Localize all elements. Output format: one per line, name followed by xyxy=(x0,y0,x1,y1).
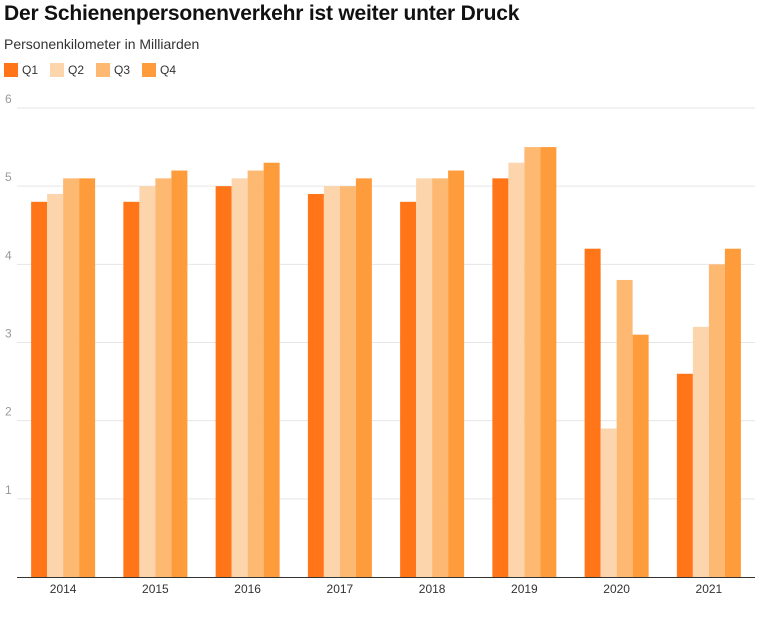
bar-2018-q2 xyxy=(416,178,433,577)
bar-2017-q1 xyxy=(307,193,324,577)
bar-2021-q1 xyxy=(676,373,693,577)
y-tick-label-1: 1 xyxy=(5,483,12,497)
legend-label-q3: Q3 xyxy=(114,63,131,77)
x-tick-label-2017: 2017 xyxy=(327,582,354,596)
x-tick-label-2015: 2015 xyxy=(142,582,169,596)
bar-2014-q4 xyxy=(79,178,96,577)
legend-item-q3: Q3 xyxy=(96,63,130,77)
legend-label-q2: Q2 xyxy=(68,63,85,77)
x-tick-label-2016: 2016 xyxy=(234,582,261,596)
y-tick-label-4: 4 xyxy=(5,248,12,262)
bar-2017-q4 xyxy=(355,178,372,577)
legend-swatch-q1 xyxy=(4,63,18,77)
bar-2021-q2 xyxy=(692,326,709,577)
bar-2018-q3 xyxy=(432,178,449,577)
bar-2016-q2 xyxy=(231,178,248,577)
x-tick-label-2018: 2018 xyxy=(419,582,446,596)
chart-title: Der Schienenpersonenverkehr ist weiter u… xyxy=(4,2,520,25)
bar-2017-q3 xyxy=(339,186,356,577)
bar-2014-q2 xyxy=(47,193,64,577)
y-tick-label-3: 3 xyxy=(5,327,12,341)
bar-2019-q4 xyxy=(540,147,557,578)
bar-2020-q1 xyxy=(584,248,601,577)
legend-swatch-q2 xyxy=(50,63,65,77)
bar-2015-q2 xyxy=(139,186,156,577)
bar-2019-q2 xyxy=(508,162,525,577)
y-axis-ticks: 1 2 3 4 5 6 xyxy=(5,92,12,497)
bar-2016-q1 xyxy=(215,186,232,577)
bar-2018-q4 xyxy=(448,170,465,578)
legend-item-q2: Q2 xyxy=(50,63,84,77)
x-axis-ticks: 2014 2015 2016 2017 2018 2019 2020 2021 xyxy=(50,582,723,596)
bar-2015-q3 xyxy=(155,178,172,577)
x-tick-label-2021: 2021 xyxy=(696,582,723,596)
bar-2021-q4 xyxy=(724,248,741,577)
y-tick-label-6: 6 xyxy=(5,92,12,106)
legend-item-q4: Q4 xyxy=(142,63,176,77)
bars xyxy=(31,147,741,578)
bar-2020-q2 xyxy=(600,428,617,577)
y-tick-label-5: 5 xyxy=(5,170,12,184)
legend: Q1 Q2 Q3 Q4 xyxy=(4,63,176,77)
legend-swatch-q4 xyxy=(142,63,157,77)
x-tick-label-2020: 2020 xyxy=(603,582,630,596)
bar-2020-q4 xyxy=(632,334,649,577)
y-tick-label-2: 2 xyxy=(5,405,12,419)
bar-2020-q3 xyxy=(616,279,633,577)
bar-2015-q1 xyxy=(123,201,140,578)
legend-label-q4: Q4 xyxy=(160,63,177,77)
x-tick-label-2014: 2014 xyxy=(50,582,77,596)
chart-subtitle: Personenkilometer in Milliarden xyxy=(4,36,200,52)
legend-swatch-q3 xyxy=(96,63,111,77)
bar-2014-q3 xyxy=(63,178,80,577)
bar-2015-q4 xyxy=(171,170,188,578)
legend-label-q1: Q1 xyxy=(22,63,39,77)
bar-2014-q1 xyxy=(31,201,48,578)
bar-2017-q2 xyxy=(323,186,340,577)
bar-2016-q3 xyxy=(247,170,264,578)
bar-2019-q3 xyxy=(524,147,541,578)
legend-item-q1: Q1 xyxy=(4,63,38,77)
bar-2021-q3 xyxy=(708,264,725,577)
x-tick-label-2019: 2019 xyxy=(511,582,538,596)
bar-2016-q4 xyxy=(263,162,280,577)
bar-2019-q1 xyxy=(492,178,509,577)
bar-2018-q1 xyxy=(400,201,417,578)
